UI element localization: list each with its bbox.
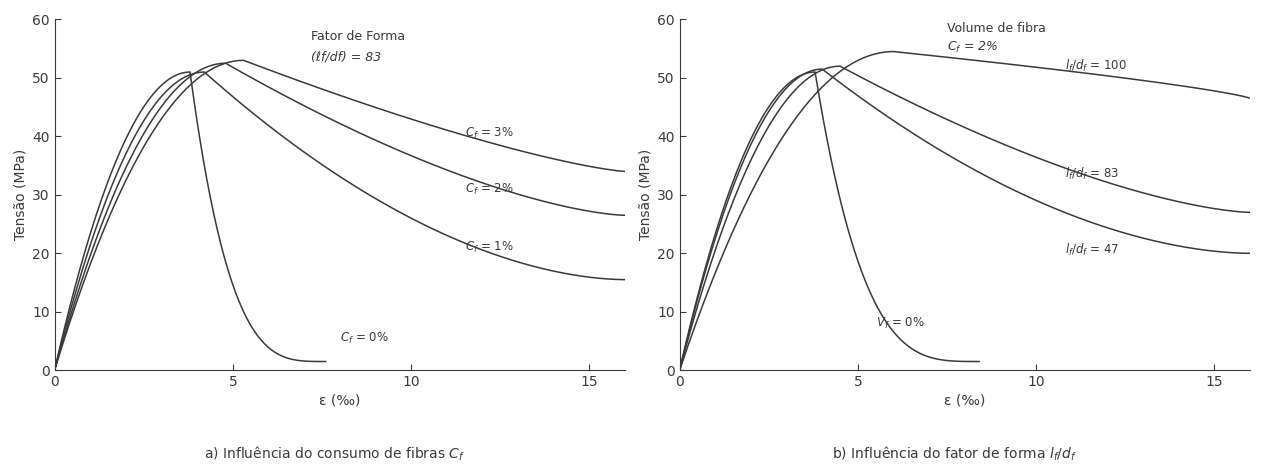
Text: $l_f$/$d_f$ = 47: $l_f$/$d_f$ = 47 [1064, 242, 1119, 258]
Text: (ℓf/df) = 83: (ℓf/df) = 83 [311, 51, 382, 64]
Text: $C_f$ = 0%: $C_f$ = 0% [340, 330, 388, 346]
Text: Fator de Forma: Fator de Forma [311, 30, 406, 44]
Text: $C_f$ = 2%: $C_f$ = 2% [465, 182, 513, 197]
Text: $C_f$ = 3%: $C_f$ = 3% [465, 126, 513, 141]
X-axis label: ε (‰): ε (‰) [944, 393, 986, 407]
Text: $C_f$ = 2%: $C_f$ = 2% [947, 40, 999, 55]
Y-axis label: Tensão (MPa): Tensão (MPa) [14, 149, 28, 241]
Text: $l_f$/$d_f$ = 100: $l_f$/$d_f$ = 100 [1064, 58, 1126, 74]
Text: b) Influência do fator de forma $l_f$/$d_f$: b) Influência do fator de forma $l_f$/$d… [832, 445, 1077, 463]
Y-axis label: Tensão (MPa): Tensão (MPa) [638, 149, 653, 241]
Text: $V_f$ = 0%: $V_f$ = 0% [876, 316, 924, 331]
Text: a) Influência do consumo de fibras $C_f$: a) Influência do consumo de fibras $C_f$ [205, 445, 465, 463]
Text: Volume de fibra: Volume de fibra [947, 22, 1045, 35]
Text: $C_f$ = 1%: $C_f$ = 1% [465, 240, 513, 255]
X-axis label: ε (‰): ε (‰) [319, 393, 360, 407]
Text: $l_f$/$d_f$ = 83: $l_f$/$d_f$ = 83 [1064, 166, 1119, 183]
